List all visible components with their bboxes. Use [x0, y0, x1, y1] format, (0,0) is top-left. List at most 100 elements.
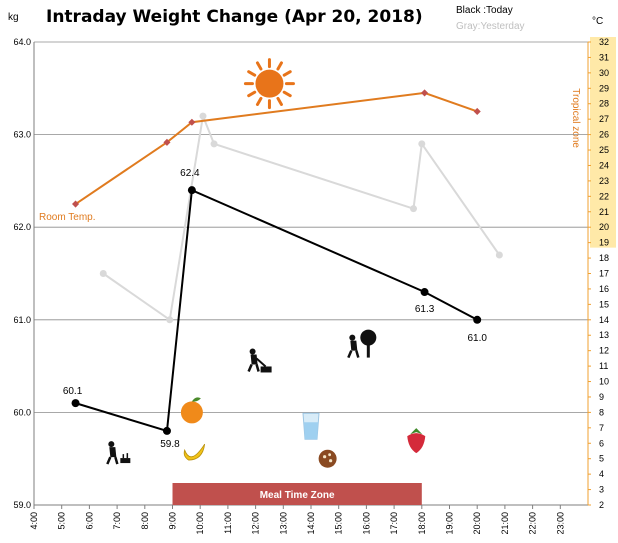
right-tick-label: 6	[599, 438, 604, 448]
right-tick-label: 20	[599, 222, 609, 232]
sun-ray	[255, 96, 263, 106]
right-tick-label: 23	[599, 176, 609, 186]
yesterday-point	[210, 140, 218, 148]
person-head	[108, 441, 115, 448]
right-tick-label: 5	[599, 454, 604, 464]
tropical-zone-label: Tropical zone	[570, 88, 581, 148]
person-legs	[106, 456, 119, 465]
x-tick-label: 20:00	[472, 512, 482, 535]
right-tick-label: 28	[599, 99, 609, 109]
person-body	[350, 340, 358, 351]
yesterday-point	[166, 316, 174, 324]
x-tick-label: 12:00	[251, 512, 261, 535]
yesterday-point	[99, 270, 107, 277]
person-head	[349, 334, 356, 341]
cookie-chip	[329, 459, 333, 463]
today-point	[71, 399, 80, 408]
right-tick-label: 2	[599, 500, 604, 510]
x-tick-label: 21:00	[500, 512, 510, 535]
glass-water	[304, 422, 318, 440]
tree-crown	[360, 329, 377, 346]
today-data-label: 61.3	[415, 304, 435, 315]
x-tick-label: 17:00	[389, 512, 399, 535]
x-tick-label: 7:00	[112, 512, 122, 530]
x-tick-label: 6:00	[84, 512, 94, 530]
room-temp-point	[188, 118, 196, 126]
orange-icon	[180, 397, 203, 424]
activity-icons	[106, 58, 426, 468]
today-data-label: 60.1	[63, 386, 83, 397]
sun-ray	[276, 61, 283, 71]
today-point	[420, 288, 429, 297]
tropical-zone-band	[590, 37, 616, 248]
orange-fruit	[180, 401, 203, 424]
y-tick-label: 64.0	[13, 37, 31, 47]
x-tick-label: 5:00	[57, 512, 67, 530]
right-tick-label: 7	[599, 423, 604, 433]
x-tick-label: 11:00	[223, 512, 233, 534]
sun-icon	[243, 58, 295, 110]
x-tick-label: 22:00	[528, 512, 538, 535]
sun-ray	[276, 96, 283, 106]
right-tick-label: 9	[599, 392, 604, 402]
x-tick-label: 18:00	[417, 512, 427, 535]
person-body	[250, 354, 258, 365]
cookie-body	[318, 449, 337, 468]
sun-ray	[255, 61, 263, 71]
y-tick-label: 62.0	[13, 222, 31, 232]
y-axis-unit: kg	[8, 12, 19, 23]
yesterday-line	[102, 112, 501, 322]
right-axis-ticks: 2345678910111213141516171819202122232425…	[588, 37, 609, 510]
water-glass-icon	[302, 412, 320, 440]
room-temp-point	[163, 138, 171, 146]
room-temp-point	[72, 200, 80, 208]
right-tick-label: 8	[599, 407, 604, 417]
right-tick-label: 13	[599, 330, 609, 340]
x-tick-label: 14:00	[306, 512, 316, 535]
right-tick-label: 26	[599, 130, 609, 140]
right-tick-label: 29	[599, 83, 609, 93]
x-tick-label: 19:00	[445, 512, 455, 535]
gardening-person-icon	[106, 441, 131, 465]
today-data-label: 62.4	[180, 168, 200, 179]
cookie-chip	[328, 453, 332, 457]
gridlines	[34, 41, 588, 413]
person-legs	[247, 363, 260, 372]
right-tick-label: 32	[599, 37, 609, 47]
right-tick-label: 15	[599, 299, 609, 309]
person-legs	[347, 350, 360, 359]
today-point	[187, 186, 196, 195]
x-tick-label: 9:00	[168, 512, 178, 530]
legend-today: Black :Today	[456, 5, 513, 16]
strawberry-icon	[407, 428, 426, 454]
sun-ray	[282, 90, 292, 98]
right-tick-label: 22	[599, 191, 609, 201]
today-data-label: 59.8	[160, 439, 180, 450]
plant-sprouts	[122, 453, 129, 459]
orange-leaf	[191, 397, 201, 402]
sun-ray	[247, 70, 257, 77]
strawberry-body	[407, 433, 426, 454]
cookie-chip	[323, 455, 327, 459]
person-head	[249, 348, 256, 355]
tree-trunk	[366, 344, 370, 358]
right-tick-label: 18	[599, 253, 609, 263]
right-tick-label: 21	[599, 207, 609, 217]
right-tick-label: 31	[599, 52, 609, 62]
yesterday-point	[409, 205, 417, 213]
x-tick-label: 15:00	[334, 512, 344, 535]
right-tick-label: 10	[599, 377, 609, 387]
sun-disc	[255, 69, 284, 98]
right-tick-label: 4	[599, 469, 604, 479]
cookie-icon	[318, 449, 337, 468]
right-tick-label: 27	[599, 114, 609, 124]
y-tick-label: 63.0	[13, 130, 31, 140]
x-tick-label: 4:00	[29, 512, 39, 530]
sun-ray	[282, 70, 292, 77]
right-tick-label: 14	[599, 315, 609, 325]
x-tick-label: 10:00	[195, 512, 205, 535]
mowing-person-icon	[247, 348, 272, 373]
right-tick-label: 30	[599, 68, 609, 78]
meal-time-zone-label: Meal Time Zone	[260, 490, 335, 501]
room-temp-label: Room Temp.	[39, 212, 96, 223]
